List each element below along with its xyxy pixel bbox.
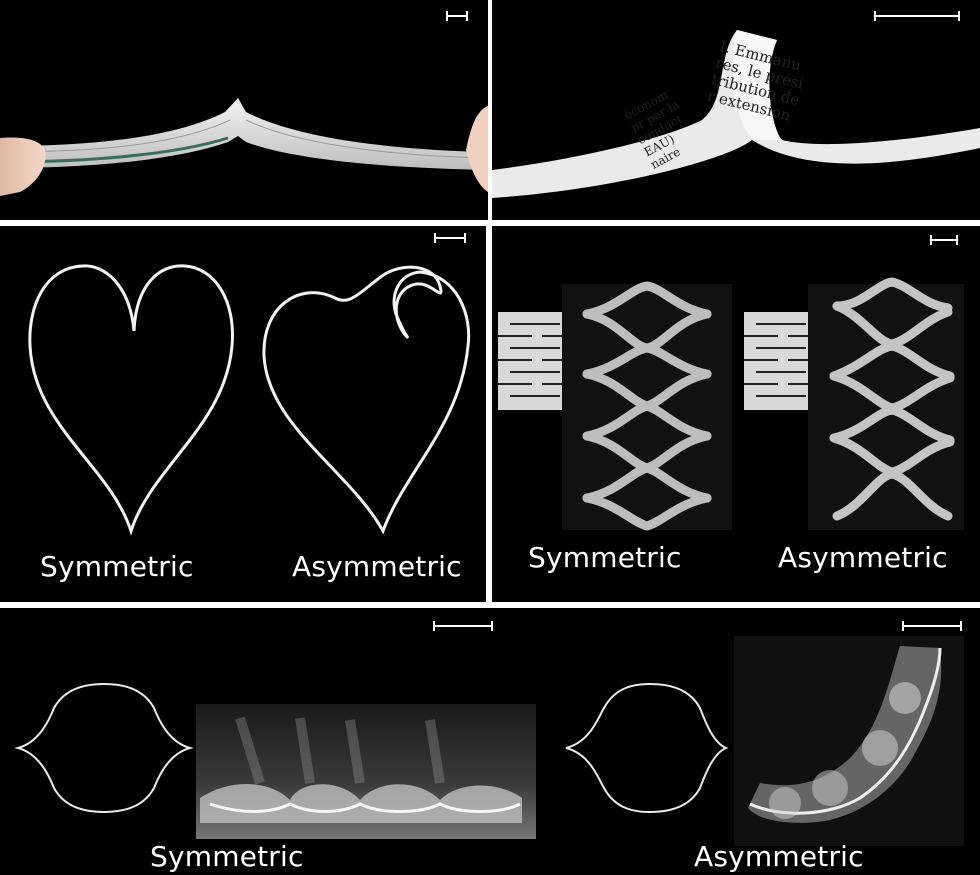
scale-bar xyxy=(930,235,958,245)
left-hand xyxy=(0,137,46,196)
asymmetric-plastic-model xyxy=(734,636,964,846)
cut-pattern-left xyxy=(498,312,572,410)
panel-book xyxy=(0,0,488,220)
panel-bottom: Symmetric Asymmetric xyxy=(0,608,980,875)
symmetric-lens-shape xyxy=(14,682,194,814)
caption-symmetric: Symmetric xyxy=(150,840,304,873)
paper-strip-illustration xyxy=(492,30,980,198)
panel-kirigami: Symmetric Asymmetric xyxy=(492,226,980,602)
hearts-illustration xyxy=(28,264,471,536)
kirigami-illustration xyxy=(498,277,964,531)
symmetric-heart xyxy=(28,264,234,536)
asymmetric-heart xyxy=(262,265,471,535)
bottom-illustration xyxy=(14,636,964,846)
kirigami-asymmetric xyxy=(808,277,964,530)
scale-bar xyxy=(902,621,962,631)
kirigami-symmetric xyxy=(562,281,732,531)
scale-bar xyxy=(446,11,468,21)
cut-pattern-right xyxy=(744,312,818,410)
caption-asymmetric: Asymmetric xyxy=(778,541,948,574)
scale-bar xyxy=(874,11,960,21)
right-hand xyxy=(466,106,488,192)
panel-hearts: Symmetric Asymmetric xyxy=(0,226,486,602)
asymmetric-lens-shape xyxy=(565,682,729,814)
scale-bar xyxy=(433,621,493,631)
caption-symmetric: Symmetric xyxy=(528,541,682,574)
caption-symmetric: Symmetric xyxy=(40,550,194,583)
book-illustration xyxy=(0,98,488,196)
symmetric-plastic-model xyxy=(196,704,536,839)
caption-asymmetric: Asymmetric xyxy=(292,550,462,583)
panel-paper-strip: I. Emmanu res, le prési tribution de r e… xyxy=(492,0,980,220)
scale-bar xyxy=(434,233,466,243)
caption-asymmetric: Asymmetric xyxy=(694,840,864,873)
